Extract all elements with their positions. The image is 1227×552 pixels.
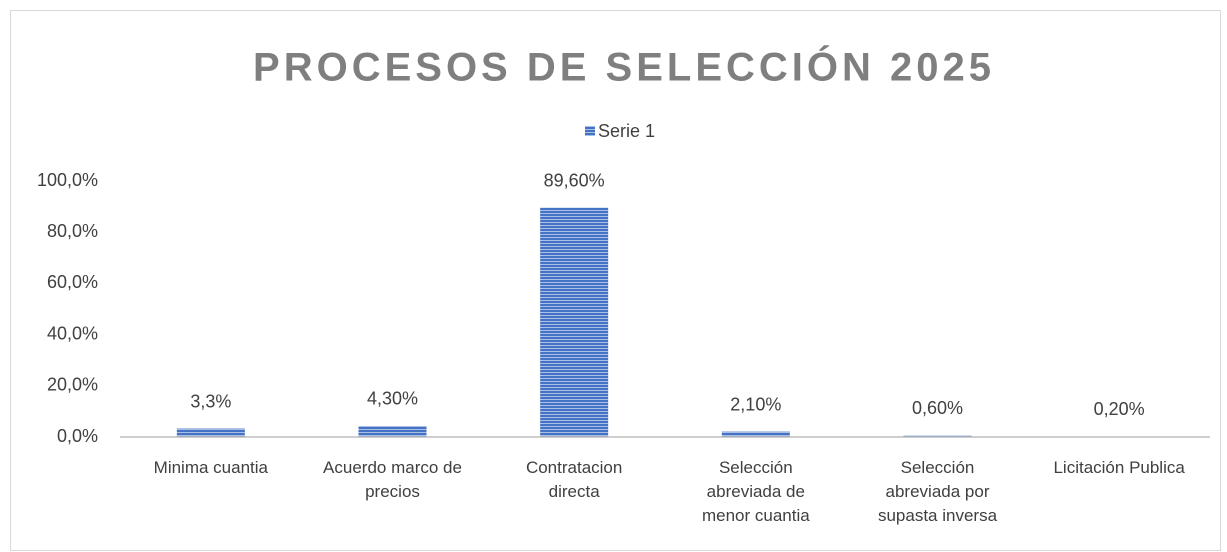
y-tick-label: 100,0%	[37, 170, 98, 190]
x-tick-label: Contratacion directa	[525, 458, 623, 501]
bar	[903, 435, 972, 437]
y-tick-label: 40,0%	[47, 323, 98, 343]
bar	[721, 431, 790, 437]
chart-border	[10, 10, 1221, 551]
data-label: 0,20%	[1094, 399, 1145, 419]
data-label: 0,60%	[912, 398, 963, 418]
x-tick-label: Minima cuantia	[153, 458, 268, 477]
y-tick-label: 0,0%	[57, 426, 98, 446]
data-label: 2,10%	[730, 394, 781, 414]
chart-title: PROCESOS DE SELECCIÓN 2025	[253, 44, 995, 90]
x-tick-label: Selección abreviada de menor cuantia	[701, 458, 810, 525]
x-tick-label: Acuerdo marco de precios	[323, 458, 462, 501]
bar	[540, 207, 609, 437]
legend-label: Serie 1	[598, 121, 655, 141]
y-tick-label: 20,0%	[47, 375, 98, 395]
data-label: 3,3%	[190, 391, 231, 411]
bar	[176, 428, 245, 437]
data-label: 4,30%	[367, 389, 418, 409]
data-label: 89,60%	[544, 170, 605, 190]
x-tick-label: Licitación Publica	[1053, 458, 1185, 477]
legend-swatch	[585, 126, 595, 136]
y-tick-label: 80,0%	[47, 221, 98, 241]
bar	[358, 425, 427, 437]
y-tick-label: 60,0%	[47, 272, 98, 292]
x-tick-label: Selección abreviada por supasta inversa	[877, 458, 998, 525]
